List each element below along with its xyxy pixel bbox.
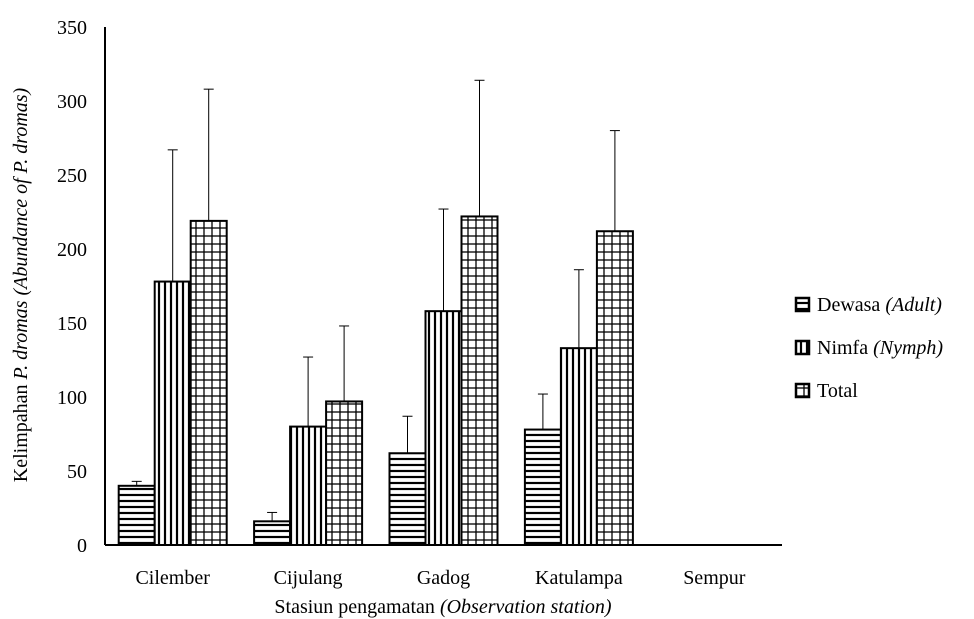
x-tick-label: Cilember	[135, 567, 210, 589]
legend-label: Dewasa (Adult)	[817, 294, 942, 316]
legend: Dewasa (Adult) Nimfa (Nymph) Total	[794, 294, 943, 402]
bars	[117, 215, 634, 547]
x-tick-label: Sempur	[683, 567, 746, 589]
y-tick-label: 250	[57, 165, 87, 187]
bar-gadog-vertical	[424, 310, 463, 546]
x-axis: Cilember Cijulang Gadog Katulampa Sempur	[105, 544, 782, 589]
bar-cijulang-grid	[325, 400, 364, 546]
bar-gadog-horizontal	[388, 452, 427, 546]
y-axis-title: Kelimpahan P. dromas (Abundance of P. dr…	[10, 87, 32, 482]
legend-swatch	[794, 296, 811, 313]
bar-katulampa-horizontal	[523, 428, 562, 546]
bar-cilember-grid	[189, 219, 228, 546]
x-tick-label: Cijulang	[274, 567, 343, 589]
legend-swatch	[794, 382, 811, 399]
y-tick-label: 350	[57, 17, 87, 39]
x-tick-label: Katulampa	[535, 567, 623, 589]
bar-gadog-grid	[460, 215, 499, 546]
y-axis: 0 50 100 150 200 250 300 350	[57, 17, 106, 557]
y-tick-label: 150	[57, 313, 87, 335]
x-tick-label: Gadog	[417, 567, 470, 589]
legend-swatch	[794, 339, 811, 356]
bar-cijulang-vertical	[289, 425, 328, 547]
x-axis-title: Stasiun pengamatan (Observation station)	[274, 596, 612, 618]
y-tick-label: 200	[57, 239, 87, 261]
y-tick-label: 100	[57, 387, 87, 409]
bar-katulampa-vertical	[559, 347, 598, 546]
y-tick-label: 0	[77, 535, 87, 557]
legend-label: Total	[817, 380, 858, 402]
bar-cijulang-horizontal	[253, 520, 292, 547]
bar-katulampa-grid	[595, 230, 634, 547]
bar-cilember-vertical	[153, 280, 192, 546]
y-tick-label: 300	[57, 91, 87, 113]
bar-cilember-horizontal	[117, 484, 156, 546]
error-bars	[131, 79, 620, 522]
legend-label: Nimfa (Nymph)	[817, 337, 943, 359]
y-tick-label: 50	[67, 461, 87, 483]
